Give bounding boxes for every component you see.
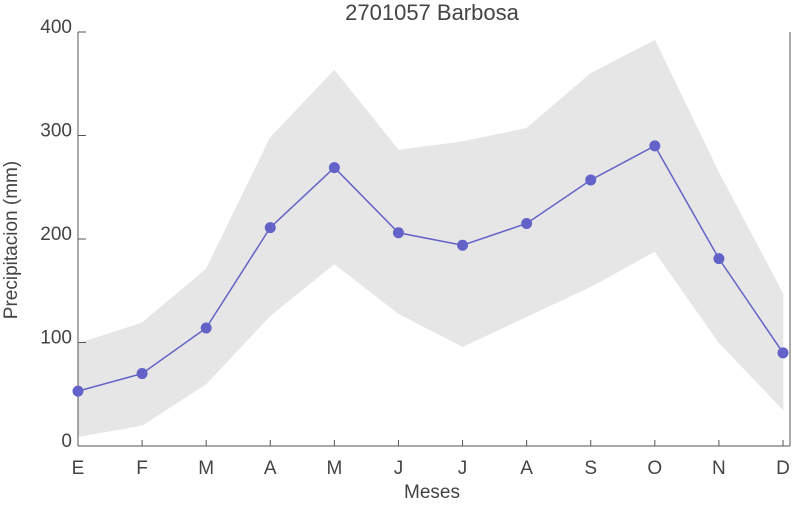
band [526,72,592,318]
x-tick-label: E [72,458,85,479]
y-axis-label: Precipitacion (mm) [1,161,22,319]
band [718,172,784,411]
x-tick-label: M [326,458,342,479]
point [777,347,789,359]
point [585,174,597,186]
band [334,69,399,315]
band [141,268,207,426]
y-tick-label: 200 [40,224,72,245]
point [328,162,340,174]
y-tick-label: 400 [40,17,72,38]
point [713,253,725,265]
band [205,137,271,385]
chart-title: 2701057 Barbosa [345,0,519,25]
x-axis-label: Meses [404,482,460,503]
x-tick-label: J [394,458,404,479]
x-tick-label: D [776,458,790,479]
y-tick-label: 100 [40,328,72,349]
point [264,222,276,234]
x-tick-label: F [136,458,148,479]
x-tick-label: S [584,458,597,479]
band [654,40,720,344]
point [457,239,469,251]
point [521,217,533,229]
x-tick-label: O [647,458,662,479]
band [269,69,335,317]
x-tick-label: N [712,458,726,479]
x-tick-label: A [264,458,277,479]
point [392,227,404,239]
x-tick-label: M [198,458,214,479]
y-tick-label: 300 [40,121,72,142]
point [649,140,661,152]
y-tick-label: 0 [61,431,72,452]
x-tick-label: J [458,458,468,479]
band [77,322,143,438]
point [72,385,84,397]
line [77,144,784,392]
point [200,322,212,334]
x-tick-label: A [520,458,533,479]
band [398,141,463,348]
point [136,368,148,380]
band [462,127,527,348]
